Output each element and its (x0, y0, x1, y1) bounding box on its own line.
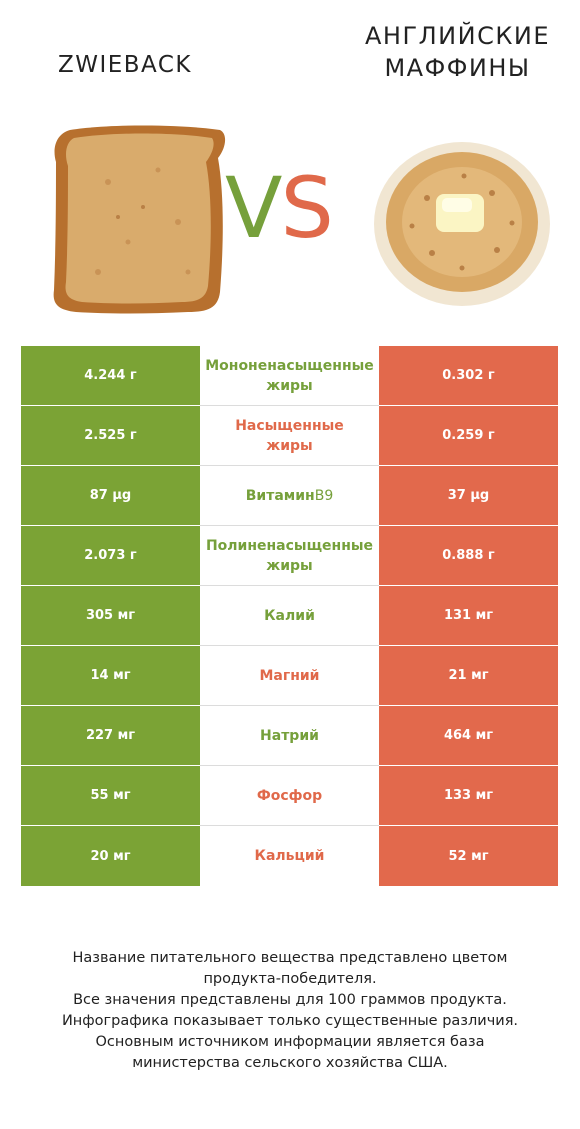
english-muffin-image (374, 142, 550, 306)
footnote-line: Название питательного вещества представл… (72, 950, 508, 966)
footnote-line: Инфографика показывает только существенн… (61, 1013, 519, 1029)
nutrient-label: Мононенасыщенные жиры (200, 346, 379, 406)
zwieback-value: 55 мг (21, 766, 200, 826)
zwieback-value: 87 µg (21, 466, 200, 526)
table-row: 20 мг Кальций 52 мг (21, 826, 558, 886)
vs-letter-v: V (225, 159, 282, 257)
footnote: Название питательного вещества представл… (20, 948, 560, 1074)
zwieback-value: 20 мг (21, 826, 200, 886)
zwieback-value: 4.244 г (21, 346, 200, 406)
vs-letter-s: S (280, 159, 333, 257)
table-row: 2.525 г Насыщенные жиры 0.259 г (21, 406, 558, 466)
table-row: 55 мг Фосфор 133 мг (21, 766, 558, 826)
zwieback-value: 2.073 г (21, 526, 200, 586)
nutrient-label: Натрий (200, 706, 379, 766)
footnote-line: Основным источником информации является … (95, 1034, 485, 1050)
muffin-value: 464 мг (379, 706, 558, 766)
nutrient-label: Фосфор (200, 766, 379, 826)
nutrient-label: Насыщенные жиры (200, 406, 379, 466)
nutrient-label: Витамин B9 (200, 466, 379, 526)
zwieback-image (53, 125, 226, 314)
zwieback-value: 227 мг (21, 706, 200, 766)
muffin-value: 0.259 г (379, 406, 558, 466)
zwieback-value: 2.525 г (21, 406, 200, 466)
muffin-value: 21 мг (379, 646, 558, 706)
table-row: 4.244 г Мононенасыщенные жиры 0.302 г (21, 346, 558, 406)
table-row: 227 мг Натрий 464 мг (21, 706, 558, 766)
footnote-line: Все значения представлены для 100 граммо… (73, 992, 507, 1008)
nutrient-label: Кальций (200, 826, 379, 886)
comparison-table: 4.244 г Мононенасыщенные жиры 0.302 г 2.… (21, 346, 558, 886)
muffin-value: 52 мг (379, 826, 558, 886)
nutrient-label: Магний (200, 646, 379, 706)
muffin-value: 0.302 г (379, 346, 558, 406)
muffin-value: 0.888 г (379, 526, 558, 586)
nutrient-label: Полиненасыщенные жиры (200, 526, 379, 586)
footnote-line: министерства сельского хозяйства США. (132, 1055, 448, 1071)
zwieback-value: 305 мг (21, 586, 200, 646)
muffin-value: 133 мг (379, 766, 558, 826)
muffin-value: 37 µg (379, 466, 558, 526)
muffin-value: 131 мг (379, 586, 558, 646)
nutrient-label: Калий (200, 586, 379, 646)
nutrient-label-suffix: B9 (314, 487, 334, 504)
table-row: 14 мг Магний 21 мг (21, 646, 558, 706)
vs-label: VS (225, 158, 334, 258)
zwieback-value: 14 мг (21, 646, 200, 706)
right-title-line-2: МАФФИНЫ (384, 54, 531, 82)
nutrient-label-text: Витамин (245, 487, 315, 504)
table-row: 2.073 г Полиненасыщенные жиры 0.888 г (21, 526, 558, 586)
left-product-title: ZWIEBACK (57, 52, 193, 78)
table-row: 87 µg Витамин B9 37 µg (21, 466, 558, 526)
right-product-title: АНГЛИЙСКИЕ МАФФИНЫ (350, 20, 565, 84)
right-title-line-1: АНГЛИЙСКИЕ (365, 22, 550, 50)
table-row: 305 мг Калий 131 мг (21, 586, 558, 646)
footnote-line: продукта-победителя. (203, 971, 377, 987)
